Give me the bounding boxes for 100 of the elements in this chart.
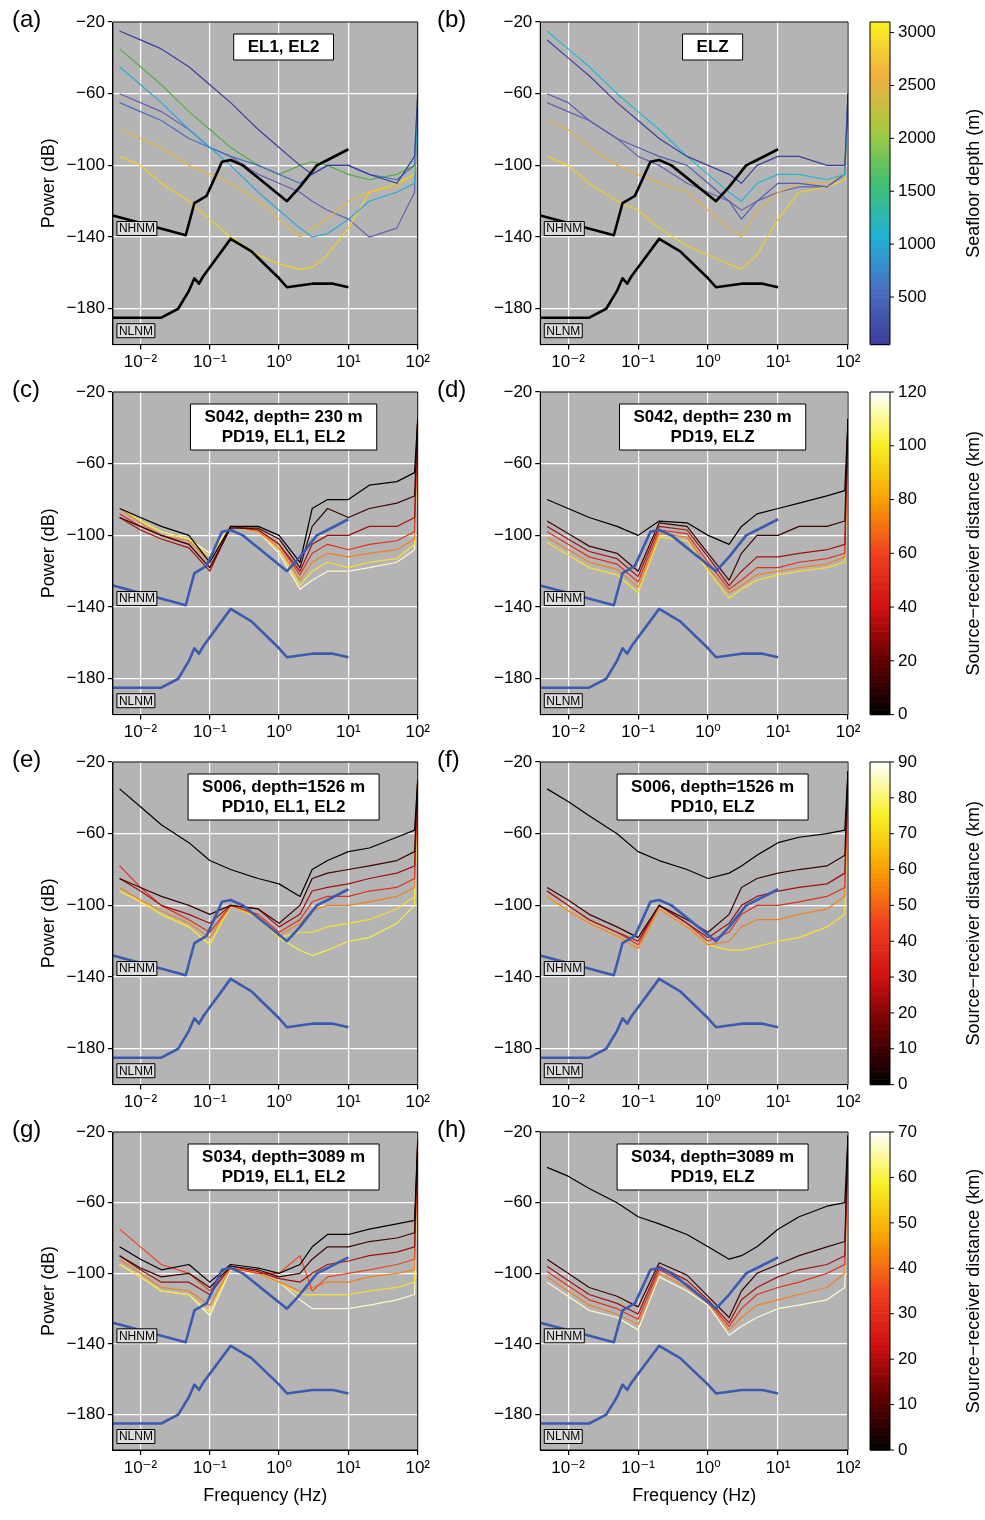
color-bar-title: Seafloor depth (m) <box>962 108 983 258</box>
y-axis-title: Power (dB) <box>37 1245 58 1337</box>
x-tick-label: 10⁰ <box>695 352 722 372</box>
x-tick-label: 10⁰ <box>695 1457 722 1477</box>
x-tick-label: 10² <box>835 722 861 742</box>
series-label: NHNM <box>118 1328 155 1343</box>
color-bar-label: 120 <box>898 381 927 401</box>
y-tick-label: −180 <box>493 668 533 688</box>
y-tick-label: −100 <box>493 1263 533 1283</box>
x-tick-label: 10⁻² <box>123 1457 158 1477</box>
color-bar-label: 20 <box>898 1002 917 1022</box>
y-tick-label: −20 <box>76 11 105 31</box>
color-bar-label: 2500 <box>898 75 936 95</box>
series-label: NHNM <box>118 961 155 976</box>
x-tick-label: 10² <box>405 1092 431 1112</box>
x-tick-label: 10⁻¹ <box>621 352 656 372</box>
color-bar-label: 50 <box>898 895 917 915</box>
y-tick-label: −20 <box>76 381 105 401</box>
color-bar-label: 3000 <box>898 22 936 42</box>
series-label: NHNM <box>546 1328 583 1343</box>
x-tick-label: 10² <box>835 1092 861 1112</box>
series-label: NLNM <box>118 693 153 708</box>
series-label: NLNM <box>118 1063 153 1078</box>
x-tick-label: 10⁻¹ <box>621 722 656 742</box>
color-bar-label: 0 <box>898 1074 908 1094</box>
color-bar-label: 80 <box>898 489 917 509</box>
x-tick-label: 10⁰ <box>695 722 722 742</box>
series-label: NLNM <box>546 1429 581 1444</box>
color-bar-label: 30 <box>898 966 917 986</box>
x-tick-label: 10⁻² <box>551 722 586 742</box>
x-tick-label: 10⁻¹ <box>193 352 227 372</box>
chart-title: (h) <box>437 1114 467 1142</box>
y-tick-label: −140 <box>66 1333 105 1353</box>
y-tick-label: −140 <box>493 226 533 246</box>
x-tick-label: 10¹ <box>336 352 362 372</box>
color-bar-label: 30 <box>898 1303 917 1323</box>
y-tick-label: −180 <box>66 1038 105 1058</box>
y-tick-label: −100 <box>66 895 105 915</box>
y-tick-label: −100 <box>66 155 105 175</box>
y-tick-label: −140 <box>66 966 105 986</box>
x-tick-label: 10² <box>405 352 431 372</box>
x-tick-label: 10² <box>405 722 431 742</box>
x-tick-label: 10⁻² <box>123 1092 158 1112</box>
series-label: NLNM <box>546 323 581 338</box>
color-bar-label: 40 <box>898 596 917 616</box>
x-tick-label: 10⁻¹ <box>193 1092 227 1112</box>
x-tick-label: 10⁰ <box>695 1092 722 1112</box>
annotation: ELZ <box>696 36 729 56</box>
chart-title: (d) <box>437 374 467 402</box>
y-tick-label: −60 <box>76 453 105 473</box>
annotation: S042, depth= 230 m <box>204 406 363 426</box>
color-bar-label: 60 <box>898 542 917 562</box>
y-tick-label: −60 <box>503 823 533 843</box>
y-tick-label: −100 <box>493 155 533 175</box>
color-bar-label: 100 <box>898 435 927 455</box>
series-label: NHNM <box>118 591 155 606</box>
x-tick-label: 10¹ <box>765 722 791 742</box>
y-tick-label: −60 <box>503 83 533 103</box>
chart-title: (e) <box>12 744 42 772</box>
x-tick-label: 10⁻¹ <box>193 1457 227 1477</box>
y-axis-title: Power (dB) <box>37 138 58 229</box>
x-tick-label: 10¹ <box>336 722 362 742</box>
color-bar-label: 60 <box>898 1167 917 1187</box>
y-tick-label: −60 <box>503 1192 533 1212</box>
annotation: S034, depth=3089 m <box>202 1146 366 1166</box>
x-tick-label: 10¹ <box>765 1457 791 1477</box>
y-tick-label: −180 <box>493 1038 533 1058</box>
annotation: PD19, ELZ <box>670 1166 755 1186</box>
color-bar-label: 60 <box>898 859 917 879</box>
chart-title: (c) <box>12 374 40 402</box>
y-tick-label: −100 <box>66 525 105 545</box>
x-tick-label: 10⁻² <box>123 352 158 372</box>
y-axis-title: Power (dB) <box>37 878 58 969</box>
color-bar-label: 0 <box>898 1439 908 1459</box>
annotation: S042, depth= 230 m <box>633 406 792 426</box>
x-tick-label: 10¹ <box>336 1092 362 1112</box>
x-tick-label: 10⁻² <box>551 1457 586 1477</box>
chart-title: (a) <box>12 4 42 32</box>
annotation: PD19, ELZ <box>670 426 755 446</box>
color-bar-label: 70 <box>898 823 917 843</box>
series-label: NLNM <box>546 1063 581 1078</box>
x-tick-label: 10⁻¹ <box>193 722 227 742</box>
y-tick-label: −60 <box>76 823 105 843</box>
y-tick-label: −20 <box>503 11 533 31</box>
series-label: NLNM <box>546 693 581 708</box>
y-tick-label: −140 <box>493 596 533 616</box>
annotation: PD19, EL1, EL2 <box>221 1166 346 1186</box>
color-bar-label: 0 <box>898 704 908 724</box>
x-tick-label: 10⁰ <box>266 1092 293 1112</box>
y-tick-label: −20 <box>76 1121 105 1141</box>
color-bar-label: 70 <box>898 1121 917 1141</box>
x-tick-label: 10⁰ <box>266 722 293 742</box>
annotation: PD19, EL1, EL2 <box>221 426 346 446</box>
x-axis-title: Frequency (Hz) <box>203 1485 328 1506</box>
color-bar-label: 10 <box>898 1038 917 1058</box>
y-tick-label: −20 <box>76 751 105 771</box>
annotation: S034, depth=3089 m <box>631 1146 795 1166</box>
y-tick-label: −180 <box>493 298 533 318</box>
series-label: NHNM <box>118 221 155 236</box>
color-bar-label: 1000 <box>898 233 936 253</box>
